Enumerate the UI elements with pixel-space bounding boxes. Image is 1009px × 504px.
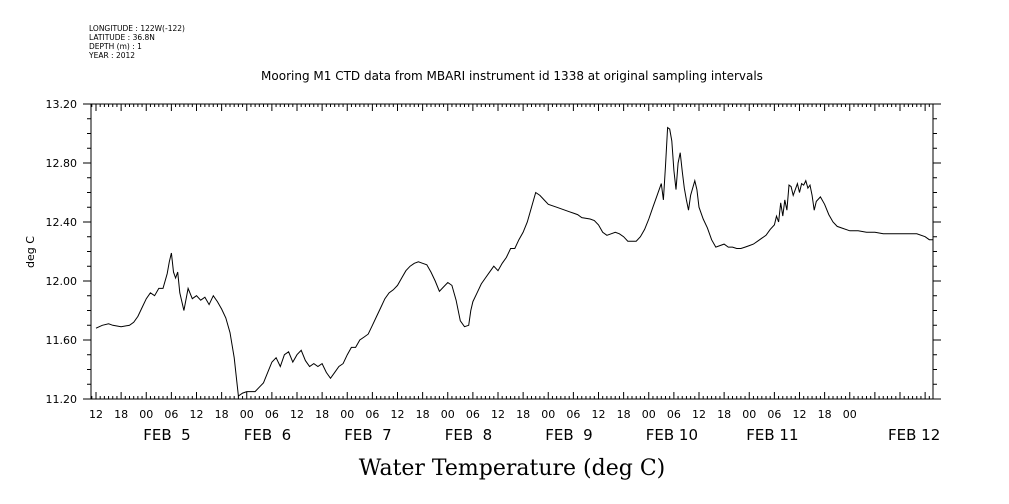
x-hour-label: 00 — [642, 408, 656, 421]
meta-year: YEAR : 2012 — [88, 51, 135, 60]
y-tick-label: 12.40 — [46, 216, 78, 229]
x-hour-label: 12 — [692, 408, 706, 421]
x-hour-label: 12 — [391, 408, 405, 421]
x-hour-label: 18 — [315, 408, 329, 421]
x-day-label: FEB 5 — [143, 426, 190, 444]
y-tick-label: 13.20 — [46, 98, 78, 111]
x-hour-label: 12 — [290, 408, 304, 421]
x-hour-label: 18 — [617, 408, 631, 421]
x-hour-label: 18 — [114, 408, 128, 421]
x-hour-label: 06 — [667, 408, 681, 421]
x-hour-label: 06 — [566, 408, 580, 421]
x-hour-labels: 12 18 00 06 12 18 00 06 12 18 00 06 12 18 00 06 12 18 00 06… — [89, 408, 857, 421]
x-hour-label: 18 — [215, 408, 229, 421]
x-hour-label: 12 — [592, 408, 606, 421]
x-hour-label: 00 — [541, 408, 555, 421]
meta-depth: DEPTH (m) : 1 — [89, 42, 142, 51]
y-tick-label: 12.00 — [46, 275, 78, 288]
x-hour-label: 06 — [466, 408, 480, 421]
x-day-labels: FEB 5 FEB 6 FEB 7 FEB 8 FEB 9 FEB 10 FEB 11 FEB… — [143, 426, 940, 444]
x-hour-label: 00 — [340, 408, 354, 421]
y-axis-label: deg C — [24, 236, 37, 268]
x-hour-label: 18 — [717, 408, 731, 421]
x-hour-label: 18 — [818, 408, 832, 421]
meta-longitude: LONGITUDE : 122W(-122) — [89, 24, 185, 33]
x-day-label: FEB 8 — [445, 426, 492, 444]
x-day-label: FEB 6 — [244, 426, 291, 444]
x-hour-label: 06 — [265, 408, 279, 421]
x-hour-label: 18 — [516, 408, 530, 421]
x-day-label: FEB 9 — [545, 426, 592, 444]
x-day-label: FEB 11 — [746, 426, 798, 444]
x-axis-label: Water Temperature (deg C) — [359, 456, 666, 481]
x-hour-label: 06 — [365, 408, 379, 421]
y-tick-label: 11.20 — [46, 393, 78, 406]
x-hour-label: 06 — [164, 408, 178, 421]
x-day-label: FEB 12 — [888, 426, 940, 444]
chart-title: Mooring M1 CTD data from MBARI instrumen… — [261, 69, 763, 83]
x-hour-label: 00 — [742, 408, 756, 421]
x-hour-label: 12 — [89, 408, 103, 421]
x-hour-label: 00 — [139, 408, 153, 421]
x-hour-label: 00 — [240, 408, 254, 421]
y-tick-labels: 11.20 11.60 12.00 12.40 12.80 13.20 — [46, 98, 78, 406]
axis-ticks — [83, 103, 941, 400]
x-hour-label: 00 — [843, 408, 857, 421]
y-tick-label: 12.80 — [46, 157, 78, 170]
x-hour-label: 12 — [793, 408, 807, 421]
x-hour-label: 18 — [416, 408, 430, 421]
x-hour-label: 00 — [441, 408, 455, 421]
x-hour-label: 12 — [190, 408, 204, 421]
meta-latitude: LATITUDE : 36.8N — [89, 33, 155, 42]
x-day-label: FEB 7 — [344, 426, 391, 444]
x-day-label: FEB 10 — [646, 426, 698, 444]
header-meta: LONGITUDE : 122W(-122) LATITUDE : 36.8N … — [88, 24, 185, 60]
x-hour-label: 06 — [767, 408, 781, 421]
series-line — [95, 126, 934, 397]
plot-frame — [90, 103, 934, 400]
y-tick-label: 11.60 — [46, 334, 78, 347]
x-hour-label: 12 — [491, 408, 505, 421]
